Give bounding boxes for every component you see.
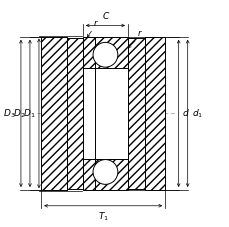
Text: r: r (94, 19, 97, 28)
Bar (95, 37, 127, 68)
Text: C: C (102, 12, 108, 21)
Text: D$_1$: D$_1$ (23, 107, 35, 120)
Bar (144, 37, 164, 190)
Text: d$_1$: d$_1$ (191, 107, 202, 120)
Bar (67, 38, 82, 189)
Bar (95, 68, 127, 159)
Bar (127, 38, 144, 189)
Bar (82, 159, 115, 190)
Text: D$_2$: D$_2$ (14, 107, 26, 120)
Text: T$_1$: T$_1$ (97, 210, 108, 223)
Circle shape (93, 160, 117, 184)
Circle shape (93, 42, 117, 67)
Bar (82, 37, 115, 68)
Text: d: d (182, 109, 188, 118)
Bar (82, 68, 115, 159)
Bar (41, 37, 67, 190)
Text: r: r (137, 29, 141, 38)
Bar (95, 159, 127, 190)
Text: D$_3$: D$_3$ (3, 107, 15, 120)
